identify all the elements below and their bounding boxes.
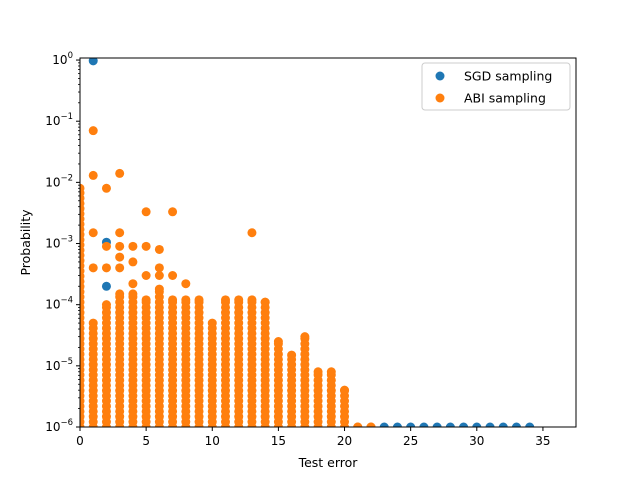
abi-point bbox=[141, 241, 151, 251]
sgd-point bbox=[472, 422, 482, 427]
abi-point bbox=[340, 385, 350, 395]
abi-point bbox=[115, 289, 125, 299]
abi-point bbox=[313, 367, 323, 377]
abi-point bbox=[115, 228, 125, 238]
sgd-point bbox=[88, 58, 98, 66]
abi-point bbox=[326, 367, 336, 377]
y-tick-label: 10−2 bbox=[45, 173, 73, 189]
sgd-point bbox=[511, 422, 521, 427]
x-tick-label: 10 bbox=[205, 434, 220, 448]
abi-point bbox=[207, 318, 217, 328]
x-axis-label: Test error bbox=[298, 455, 359, 470]
abi-point bbox=[141, 271, 151, 281]
abi-point bbox=[88, 318, 98, 328]
abi-point bbox=[101, 241, 111, 251]
abi-point bbox=[115, 168, 125, 178]
sgd-point bbox=[525, 422, 535, 427]
abi-point bbox=[88, 263, 98, 273]
abi-point bbox=[273, 337, 283, 347]
abi-point bbox=[128, 257, 138, 267]
y-tick-label: 100 bbox=[52, 51, 73, 67]
abi-point bbox=[168, 271, 178, 281]
sgd-point bbox=[445, 422, 455, 427]
abi-point bbox=[247, 228, 257, 238]
abi-point bbox=[287, 350, 297, 360]
abi-point bbox=[181, 279, 191, 289]
plot-area bbox=[80, 58, 535, 427]
abi-point bbox=[154, 271, 164, 281]
abi-point bbox=[141, 295, 151, 305]
abi-point bbox=[128, 241, 138, 251]
abi-point bbox=[353, 422, 363, 427]
abi-point bbox=[115, 252, 125, 262]
abi-point bbox=[115, 241, 125, 251]
abi-point bbox=[260, 297, 270, 307]
abi-point bbox=[80, 183, 85, 193]
sgd-point bbox=[379, 422, 389, 427]
abi-point bbox=[128, 279, 138, 289]
x-tick-label: 0 bbox=[76, 434, 84, 448]
abi-point bbox=[247, 295, 257, 305]
legend: SGD sampling ABI sampling bbox=[421, 62, 571, 111]
abi-point bbox=[115, 263, 125, 273]
abi-point bbox=[88, 228, 98, 238]
x-tick-label: 5 bbox=[142, 434, 150, 448]
abi-point bbox=[88, 126, 98, 136]
x-tick-label: 25 bbox=[403, 434, 418, 448]
sgd-point bbox=[392, 422, 402, 427]
y-tick-label: 10−1 bbox=[45, 112, 73, 128]
sgd-point bbox=[485, 422, 495, 427]
abi-point bbox=[181, 295, 191, 305]
legend-box bbox=[421, 62, 571, 111]
y-axis: 10−6 10−5 10−4 10−3 10−2 10−1 100 bbox=[45, 51, 80, 434]
x-axis: 0 5 10 15 20 25 30 35 bbox=[76, 427, 551, 448]
abi-point bbox=[141, 207, 151, 217]
abi-point bbox=[101, 183, 111, 193]
legend-marker bbox=[435, 71, 445, 81]
abi-point bbox=[234, 295, 244, 305]
sgd-point bbox=[419, 422, 429, 427]
x-tick-label: 30 bbox=[469, 434, 484, 448]
y-axis-label: Probability bbox=[18, 209, 33, 276]
abi-point bbox=[154, 244, 164, 254]
x-tick-label: 35 bbox=[535, 434, 550, 448]
abi-point bbox=[128, 289, 138, 299]
abi-point bbox=[168, 207, 178, 217]
abi-point bbox=[154, 263, 164, 273]
x-tick-label: 15 bbox=[271, 434, 286, 448]
x-tick-label: 20 bbox=[337, 434, 352, 448]
abi-point bbox=[194, 295, 204, 305]
y-tick-label: 10−6 bbox=[45, 418, 73, 434]
abi-point bbox=[154, 284, 164, 294]
legend-label: SGD sampling bbox=[464, 69, 552, 84]
y-tick-label: 10−3 bbox=[45, 235, 73, 251]
y-tick-label: 10−4 bbox=[45, 296, 73, 312]
legend-label: ABI sampling bbox=[464, 91, 546, 106]
sgd-point bbox=[432, 422, 442, 427]
sgd-point bbox=[459, 422, 469, 427]
abi-point bbox=[101, 300, 111, 310]
legend-marker bbox=[435, 93, 445, 103]
y-tick-label: 10−5 bbox=[45, 357, 73, 373]
sgd-point bbox=[406, 422, 416, 427]
abi-point bbox=[366, 422, 376, 427]
abi-point bbox=[300, 332, 310, 342]
abi-point bbox=[220, 295, 230, 305]
abi-point bbox=[101, 263, 111, 273]
abi-point bbox=[88, 170, 98, 180]
sgd-point bbox=[101, 281, 111, 291]
sgd-point bbox=[498, 422, 508, 427]
plot-frame bbox=[79, 57, 577, 428]
abi-point bbox=[168, 295, 178, 305]
